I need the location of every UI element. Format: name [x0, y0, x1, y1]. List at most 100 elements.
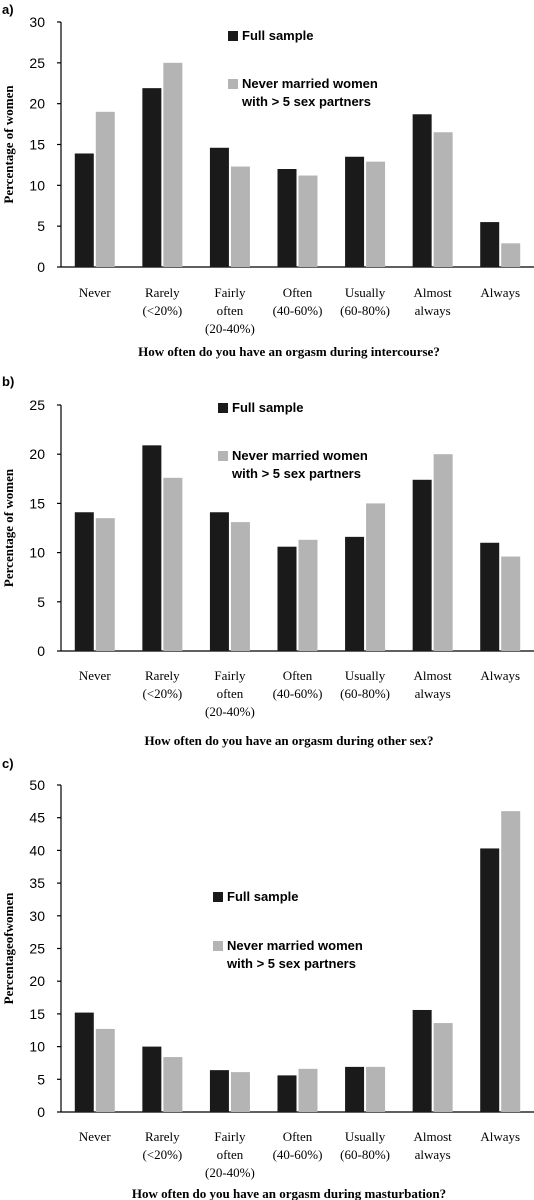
x-category-label: Fairly: [214, 285, 246, 300]
bar-never-married-2: [163, 1057, 183, 1112]
x-category-label: always: [415, 1147, 451, 1162]
legend-label-full-sample: Full sample: [242, 28, 314, 43]
x-category-label: (40-60%): [273, 303, 323, 318]
bar-never-married-1: [95, 518, 115, 651]
y-tick-label: 15: [29, 137, 45, 153]
bar-never-married-7: [501, 811, 521, 1112]
legend-swatch-never-married: [228, 79, 238, 89]
panel-label: a): [2, 2, 14, 17]
x-category-label: Often: [283, 1129, 313, 1144]
x-category-label: Never: [79, 285, 111, 300]
y-tick-label: 10: [29, 1039, 45, 1055]
y-tick-label: 10: [29, 177, 45, 193]
x-category-label: (40-60%): [273, 1147, 323, 1162]
x-category-label: always: [415, 686, 451, 701]
bar-never-married-6: [433, 1023, 453, 1112]
x-category-label: (<20%): [142, 1147, 182, 1162]
bar-never-married-4: [298, 175, 318, 267]
x-category-label: Never: [79, 668, 111, 683]
panel-label: c): [2, 756, 14, 771]
chart-panel-2: b) 0 5 10 15 20 25 Percentage of women Never Rare…: [1, 374, 534, 748]
y-tick-label: 15: [29, 495, 45, 511]
y-tick-label: 25: [29, 941, 45, 957]
y-tick-label: 20: [29, 96, 45, 112]
x-category-label: Almost: [413, 285, 452, 300]
bar-never-married-5: [366, 503, 386, 651]
x-category-label: Often: [283, 668, 313, 683]
y-tick-label: 15: [29, 1006, 45, 1022]
legend: Full sample Never married women with > 5 s…: [218, 400, 368, 481]
bar-never-married-7: [501, 243, 521, 267]
y-tick-label: 45: [29, 810, 45, 826]
x-axis-label: How often do you have an orgasm during o…: [144, 733, 433, 748]
y-axis-label: Percentage of women: [1, 85, 16, 204]
y-tick-label: 25: [29, 55, 45, 71]
bar-full-sample-4: [277, 546, 297, 651]
y-axis-label: Percentage of women: [1, 468, 16, 587]
bar-never-married-6: [433, 132, 453, 267]
bar-full-sample-4: [277, 1075, 297, 1112]
bar-full-sample-1: [74, 512, 94, 651]
y-tick-label: 5: [37, 218, 45, 234]
bar-full-sample-6: [412, 1009, 432, 1112]
x-category-label: Always: [480, 285, 520, 300]
x-category-label: often: [217, 303, 244, 318]
legend-swatch-full-sample: [213, 892, 223, 902]
x-category-label: (60-80%): [340, 303, 390, 318]
x-category-label: (60-80%): [340, 686, 390, 701]
x-category-label: Almost: [413, 668, 452, 683]
legend-swatch-full-sample: [218, 403, 228, 413]
x-category-label: always: [415, 303, 451, 318]
y-tick-label: 40: [29, 842, 45, 858]
y-tick-label: 0: [37, 1104, 45, 1120]
bar-never-married-5: [366, 1066, 386, 1112]
legend-label-full-sample: Full sample: [232, 400, 304, 415]
bar-never-married-3: [230, 166, 250, 267]
bar-full-sample-3: [209, 1070, 229, 1112]
x-category-label: often: [217, 1147, 244, 1162]
x-category-label: (<20%): [142, 303, 182, 318]
bar-full-sample-7: [480, 222, 500, 267]
legend-label-never-married: Never married women with > 5 sex partners: [226, 938, 363, 971]
bar-full-sample-1: [74, 153, 94, 267]
x-category-label: Rarely: [145, 668, 180, 683]
bar-full-sample-3: [209, 512, 229, 651]
bar-full-sample-1: [74, 1012, 94, 1112]
bar-full-sample-7: [480, 848, 500, 1112]
x-category-label: (20-40%): [205, 321, 255, 336]
legend-swatch-full-sample: [228, 31, 238, 41]
legend-label-full-sample: Full sample: [227, 889, 299, 904]
bar-never-married-1: [95, 111, 115, 267]
x-axis-label: How often do you have an orgasm during m…: [132, 1186, 446, 1200]
legend: Full sample Never married women with > 5 s…: [213, 889, 363, 971]
bar-never-married-4: [298, 539, 318, 651]
bar-full-sample-4: [277, 169, 297, 267]
y-tick-label: 10: [29, 545, 45, 561]
bar-never-married-3: [230, 1072, 250, 1112]
y-tick-label: 0: [37, 643, 45, 659]
x-category-label: Fairly: [214, 668, 246, 683]
bar-never-married-2: [163, 62, 183, 268]
bar-full-sample-6: [412, 479, 432, 651]
legend-swatch-never-married: [213, 941, 223, 951]
bar-never-married-7: [501, 556, 521, 651]
bar-never-married-3: [230, 522, 250, 651]
x-category-label: Always: [480, 1129, 520, 1144]
bar-full-sample-7: [480, 542, 500, 651]
x-category-label: Usually: [345, 668, 386, 683]
bar-full-sample-6: [412, 114, 432, 268]
x-category-label: (20-40%): [205, 704, 255, 719]
x-category-label: (20-40%): [205, 1165, 255, 1180]
x-category-label: Usually: [345, 1129, 386, 1144]
x-category-label: Fairly: [214, 1129, 246, 1144]
x-category-label: Rarely: [145, 1129, 180, 1144]
x-category-label: Always: [480, 668, 520, 683]
y-tick-label: 20: [29, 973, 45, 989]
bar-full-sample-3: [209, 147, 229, 267]
bar-full-sample-2: [142, 88, 162, 268]
legend-label-never-married: Never married women with > 5 sex partners: [231, 448, 368, 481]
bar-full-sample-5: [345, 536, 365, 651]
x-category-label: Never: [79, 1129, 111, 1144]
bar-full-sample-5: [345, 156, 365, 267]
